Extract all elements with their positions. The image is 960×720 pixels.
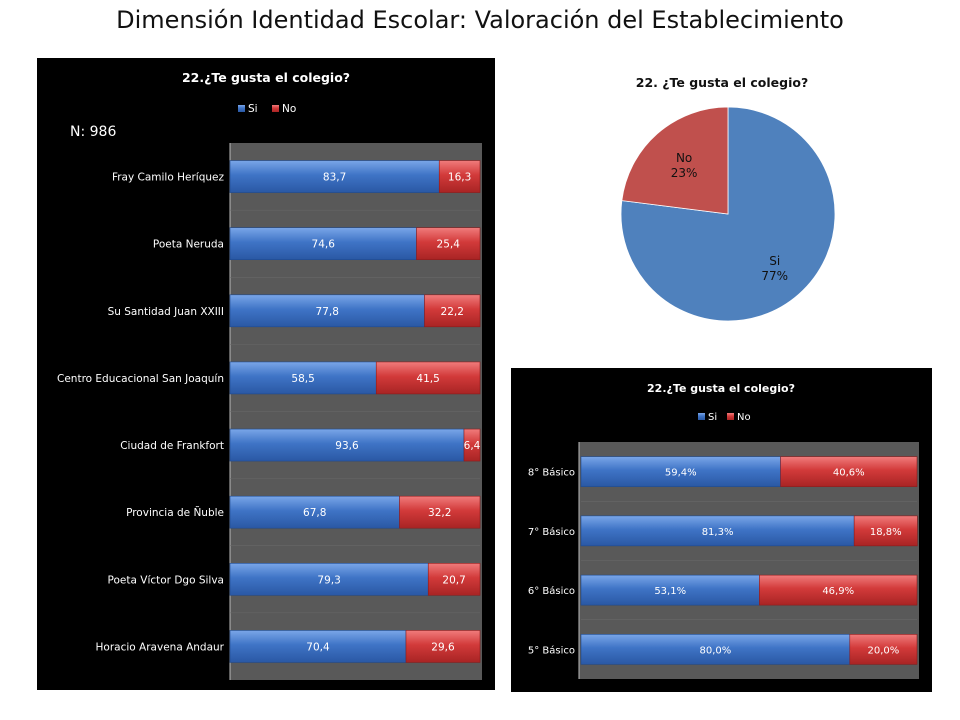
bar-no [849, 634, 918, 665]
legend-label-no: No [737, 412, 751, 423]
bar-no [375, 361, 481, 395]
data-label-si: 70,4 [306, 641, 330, 653]
bar-si [580, 515, 855, 547]
data-label-no: 16,3 [448, 172, 471, 184]
category-label: 7° Básico [528, 526, 575, 538]
bar-no [424, 294, 481, 328]
pie-slice-no [621, 106, 729, 215]
pie-label-percent: 77% [761, 269, 788, 283]
bar-no [780, 456, 918, 487]
bar-si [580, 574, 760, 606]
data-label-no: 40,6% [833, 468, 865, 479]
data-label-si: 67,8 [303, 507, 326, 519]
category-label: 6° Básico [528, 585, 575, 597]
category-label: Poeta Neruda [153, 239, 224, 251]
legend-swatch-no [272, 105, 279, 112]
data-label-si: 77,8 [316, 306, 339, 318]
bar-si [580, 456, 781, 487]
page-title: Dimensión Identidad Escolar: Valoración … [116, 6, 844, 34]
data-label-no: 41,5 [416, 373, 439, 385]
bar-si [229, 361, 377, 395]
legend-swatch-si [238, 105, 245, 112]
data-label-si: 79,3 [317, 574, 340, 586]
data-label-si: 81,3% [702, 527, 734, 538]
bar-si [229, 294, 425, 328]
legend-swatch-si [698, 413, 705, 420]
category-label: Horacio Aravena Andaur [96, 641, 225, 653]
bar-chart-grades: 22.¿Te gusta el colegio? Si No 8° Básico… [511, 368, 932, 692]
bar-si [580, 634, 851, 665]
category-label: 5° Básico [528, 644, 575, 656]
pie-label-name: No [676, 151, 692, 165]
pie-title: 22. ¿Te gusta el colegio? [636, 75, 808, 90]
bar-no [759, 574, 918, 606]
bar-no [416, 227, 481, 260]
data-label-no: 29,6 [431, 641, 455, 653]
bar-si [229, 630, 407, 663]
pie-label-percent: 23% [671, 166, 698, 180]
data-label-no: 32,2 [428, 507, 451, 519]
bar-si [229, 428, 465, 462]
data-label-si: 59,4% [665, 468, 697, 479]
legend: Si No [698, 412, 751, 423]
chart-title: 22.¿Te gusta el colegio? [182, 70, 350, 85]
legend: Si No [238, 103, 296, 115]
data-label-si: 93,6 [335, 440, 359, 452]
data-label-no: 22,2 [441, 306, 464, 318]
category-label: Ciudad de Frankfort [120, 440, 224, 452]
data-label-no: 6,4 [464, 440, 481, 452]
category-label: Fray Camilo Heríquez [112, 172, 225, 184]
legend-label-si: Si [248, 103, 258, 115]
data-label-si: 58,5 [291, 373, 314, 385]
data-label-si: 74,6 [312, 239, 336, 251]
bar-no [427, 563, 481, 596]
data-label-si: 83,7 [323, 172, 346, 184]
category-label: Centro Educacional San Joaquín [57, 373, 224, 385]
data-label-no: 25,4 [437, 239, 461, 251]
bar-no [853, 515, 918, 547]
data-label-no: 46,9% [822, 586, 854, 597]
category-label: Su Santidad Juan XXIII [108, 306, 224, 318]
category-label: Poeta Víctor Dgo Silva [108, 574, 224, 586]
data-label-no: 20,0% [868, 645, 900, 656]
chart-title: 22.¿Te gusta el colegio? [647, 382, 795, 395]
legend-label-si: Si [708, 412, 717, 423]
legend-label-no: No [282, 103, 296, 115]
bar-no [399, 495, 481, 529]
bar-si [229, 563, 429, 596]
data-label-no: 20,7 [442, 574, 465, 586]
bar-no [405, 630, 481, 663]
sample-size-annotation: N: 986 [70, 124, 116, 140]
pie-label-name: Si [769, 254, 780, 268]
data-label-si: 53,1% [654, 586, 686, 597]
category-label: Provincia de Ñuble [126, 506, 224, 519]
bar-no [463, 428, 481, 462]
category-label: 8° Básico [528, 467, 575, 479]
data-label-si: 80,0% [700, 645, 732, 656]
bar-si [229, 160, 440, 193]
bar-no [438, 160, 481, 193]
legend-swatch-no [727, 413, 734, 420]
bar-chart-schools: 22.¿Te gusta el colegio? Si No N: 986 Fr… [37, 58, 495, 690]
data-label-no: 18,8% [870, 527, 902, 538]
